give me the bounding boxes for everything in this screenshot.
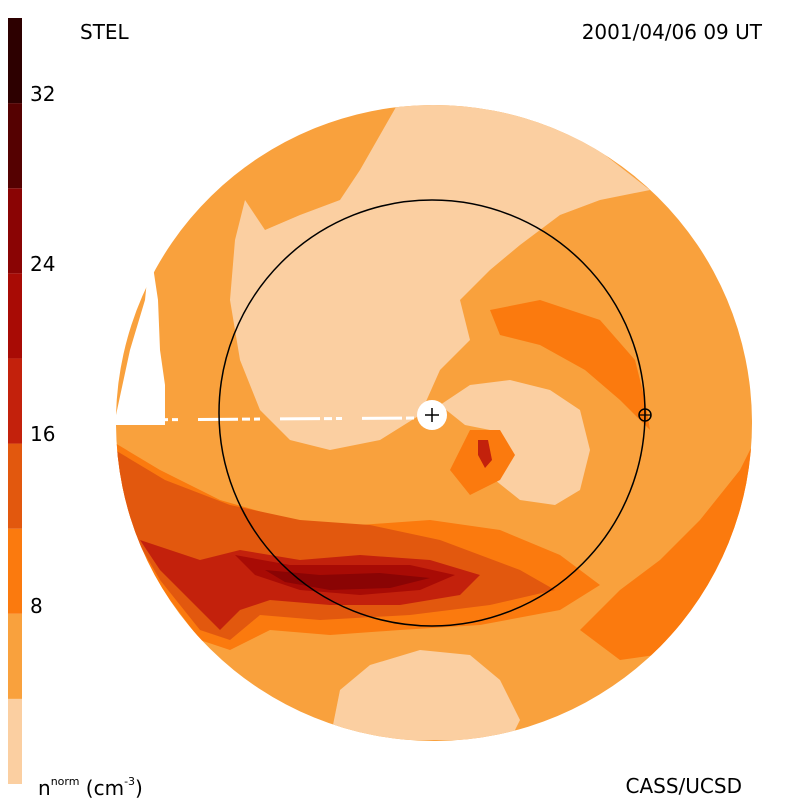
- data-gap-edge: [116, 250, 165, 415]
- credit-label: CASS/UCSD: [625, 774, 742, 798]
- colorbar-tick-32: 32: [30, 82, 56, 106]
- colorbar-segment-28-32: [8, 103, 22, 189]
- colorbar-segment-12-16: [8, 443, 22, 529]
- colorbar-segment-4-8: [8, 613, 22, 699]
- colorbar-tick-24: 24: [30, 252, 56, 276]
- data-gap-line: [115, 416, 421, 422]
- units-label: nnorm (cm-3): [38, 776, 143, 798]
- level-16-20-spot: [478, 440, 492, 468]
- colorbar-tick-16: 16: [30, 422, 56, 446]
- units-suffix: (cm: [79, 776, 125, 800]
- units-close: ): [135, 776, 143, 800]
- colorbar-tick-8: 8: [30, 594, 43, 618]
- low-density-region-south: [330, 650, 520, 740]
- units-sup: norm: [50, 775, 80, 788]
- colorbar-segment-32-36: [8, 18, 22, 104]
- units-exp: -3: [124, 775, 136, 788]
- units-prefix: n: [38, 776, 51, 800]
- colorbar-segment-20-24: [8, 273, 22, 359]
- colorbar-segment-16-20: [8, 358, 22, 444]
- earth-marker-icon: [638, 408, 652, 422]
- colorbar-segment-8-12: [8, 528, 22, 614]
- colorbar-segment-24-28: [8, 188, 22, 274]
- low-density-region-east: [440, 380, 590, 505]
- level-8-12-band-east: [490, 300, 650, 430]
- sun-marker-icon: [417, 400, 447, 430]
- low-density-region-north: [230, 104, 650, 450]
- colorbar-segment-0-4: [8, 698, 22, 784]
- timestamp-label: 2001/04/06 09 UT: [581, 20, 762, 44]
- source-label: STEL: [80, 20, 129, 44]
- colorbar: [8, 18, 22, 784]
